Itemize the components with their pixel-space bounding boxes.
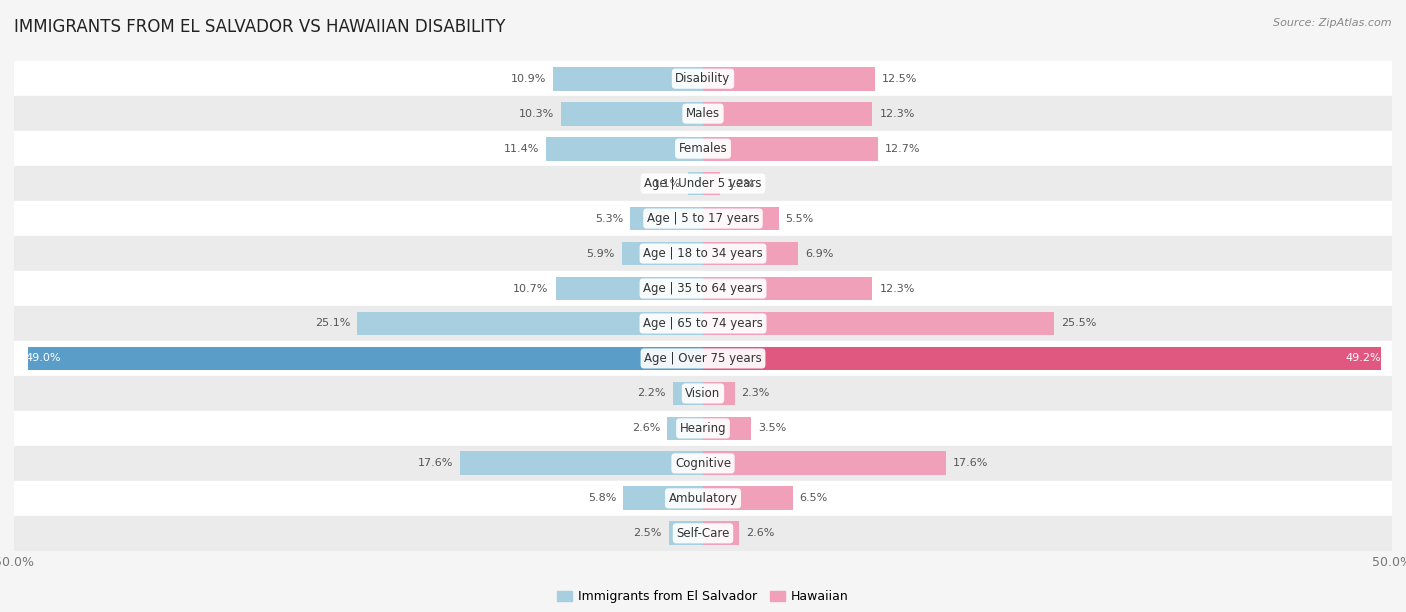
Bar [14, 446, 1392, 481]
Text: 1.1%: 1.1% [652, 179, 681, 188]
Text: Age | 65 to 74 years: Age | 65 to 74 years [643, 317, 763, 330]
Text: 2.6%: 2.6% [631, 424, 661, 433]
Text: Self-Care: Self-Care [676, 527, 730, 540]
Text: Females: Females [679, 142, 727, 155]
Text: Cognitive: Cognitive [675, 457, 731, 470]
Bar [703, 102, 873, 125]
Text: Males: Males [686, 107, 720, 120]
Text: 1.2%: 1.2% [727, 179, 755, 188]
Bar [623, 487, 703, 510]
Text: 25.1%: 25.1% [315, 318, 350, 329]
Bar [668, 417, 703, 440]
Bar [703, 67, 875, 91]
Bar [688, 172, 703, 195]
Bar [546, 136, 703, 160]
Bar [14, 271, 1392, 306]
Bar [703, 242, 799, 266]
Text: 5.8%: 5.8% [588, 493, 616, 503]
Bar [14, 61, 1392, 96]
Text: 49.2%: 49.2% [1346, 354, 1381, 364]
Text: Age | 35 to 64 years: Age | 35 to 64 years [643, 282, 763, 295]
Text: 5.3%: 5.3% [595, 214, 623, 223]
Text: 5.9%: 5.9% [586, 248, 614, 258]
Bar [561, 102, 703, 125]
Text: 17.6%: 17.6% [418, 458, 454, 468]
Text: 12.7%: 12.7% [884, 144, 921, 154]
Text: Age | 18 to 34 years: Age | 18 to 34 years [643, 247, 763, 260]
Bar [14, 96, 1392, 131]
Text: 12.3%: 12.3% [879, 109, 915, 119]
Text: 12.3%: 12.3% [879, 283, 915, 294]
Text: Vision: Vision [685, 387, 721, 400]
Text: 2.6%: 2.6% [745, 528, 775, 539]
Bar [14, 376, 1392, 411]
Text: 17.6%: 17.6% [952, 458, 988, 468]
Text: IMMIGRANTS FROM EL SALVADOR VS HAWAIIAN DISABILITY: IMMIGRANTS FROM EL SALVADOR VS HAWAIIAN … [14, 18, 506, 36]
Text: Age | Over 75 years: Age | Over 75 years [644, 352, 762, 365]
Bar [703, 487, 793, 510]
Text: Source: ZipAtlas.com: Source: ZipAtlas.com [1274, 18, 1392, 28]
Text: 10.9%: 10.9% [510, 73, 546, 84]
Bar [14, 131, 1392, 166]
Text: 2.5%: 2.5% [633, 528, 662, 539]
Text: Age | Under 5 years: Age | Under 5 years [644, 177, 762, 190]
Bar [703, 521, 738, 545]
Text: 25.5%: 25.5% [1062, 318, 1097, 329]
Legend: Immigrants from El Salvador, Hawaiian: Immigrants from El Salvador, Hawaiian [553, 585, 853, 608]
Bar [14, 306, 1392, 341]
Bar [357, 312, 703, 335]
Text: Disability: Disability [675, 72, 731, 85]
Text: Age | 5 to 17 years: Age | 5 to 17 years [647, 212, 759, 225]
Bar [555, 277, 703, 300]
Bar [14, 236, 1392, 271]
Bar [669, 521, 703, 545]
Bar [703, 172, 720, 195]
Bar [14, 411, 1392, 446]
Bar [703, 381, 735, 405]
Text: Ambulatory: Ambulatory [668, 492, 738, 505]
Text: 12.5%: 12.5% [882, 73, 918, 84]
Bar [14, 341, 1392, 376]
Text: 6.9%: 6.9% [806, 248, 834, 258]
Bar [703, 346, 1381, 370]
Bar [703, 452, 945, 476]
Text: 3.5%: 3.5% [758, 424, 786, 433]
Text: 2.2%: 2.2% [637, 389, 666, 398]
Bar [621, 242, 703, 266]
Bar [553, 67, 703, 91]
Bar [703, 417, 751, 440]
Text: 49.0%: 49.0% [25, 354, 60, 364]
Bar [630, 207, 703, 231]
Text: 6.5%: 6.5% [800, 493, 828, 503]
Bar [703, 312, 1054, 335]
Bar [28, 346, 703, 370]
Bar [703, 136, 877, 160]
Text: Hearing: Hearing [679, 422, 727, 435]
Bar [14, 201, 1392, 236]
Bar [14, 166, 1392, 201]
Bar [14, 516, 1392, 551]
Bar [703, 277, 873, 300]
Bar [461, 452, 703, 476]
Bar [703, 207, 779, 231]
Text: 11.4%: 11.4% [503, 144, 538, 154]
Bar [672, 381, 703, 405]
Bar [14, 481, 1392, 516]
Text: 10.7%: 10.7% [513, 283, 548, 294]
Text: 5.5%: 5.5% [786, 214, 814, 223]
Text: 2.3%: 2.3% [741, 389, 770, 398]
Text: 10.3%: 10.3% [519, 109, 554, 119]
